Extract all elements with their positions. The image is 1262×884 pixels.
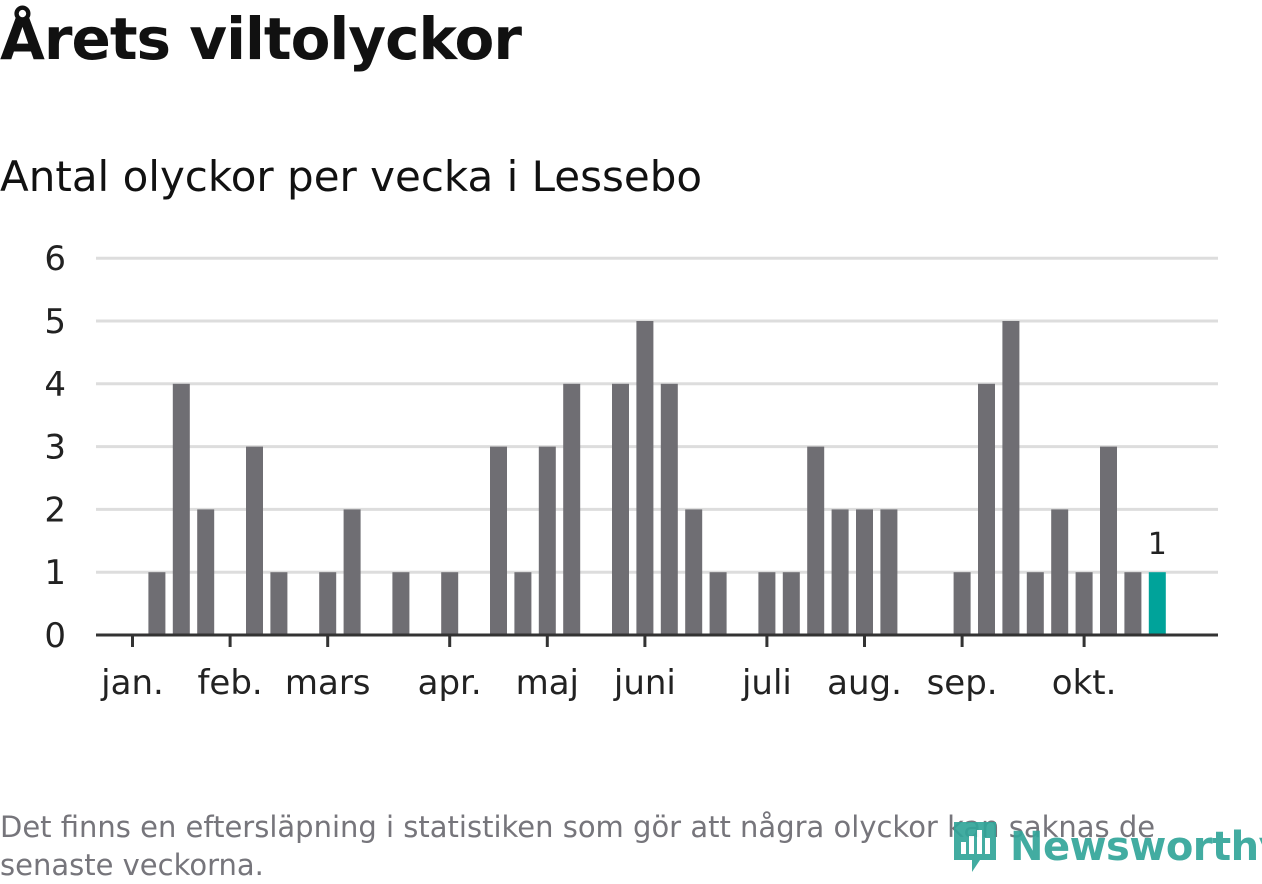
bar-week-19 — [563, 383, 581, 635]
y-tick-label: 5 — [44, 302, 66, 342]
y-tick-label: 2 — [44, 490, 66, 530]
x-tick-label-aug: aug. — [827, 663, 902, 703]
gridlines — [96, 256, 1218, 574]
bar-week-35 — [953, 572, 971, 635]
bar-week-30 — [831, 509, 849, 635]
bar-week-37 — [1002, 321, 1020, 635]
x-tick-label-jan: jan. — [100, 663, 164, 703]
x-tick-label-mars: mars — [285, 663, 371, 703]
bar-week-41 — [1100, 446, 1117, 635]
x-tick-label-juni: juni — [613, 663, 676, 703]
bar-week-10 — [343, 509, 361, 635]
bar-week-2 — [148, 572, 166, 635]
y-axis-ticks: 0 1 2 3 4 5 6 — [44, 239, 66, 656]
y-tick-label: 3 — [44, 428, 66, 468]
bar-week-7 — [270, 572, 288, 635]
bar-week-23 — [660, 383, 678, 635]
x-tick-label-maj: maj — [516, 663, 579, 703]
x-tick-label-feb: feb. — [197, 663, 262, 703]
bar-week-4 — [197, 509, 215, 635]
bar-week-27 — [758, 572, 776, 635]
bar-week-40 — [1075, 572, 1093, 635]
bar-week-17 — [514, 572, 532, 635]
bar-chart-speech-icon — [954, 822, 996, 872]
bar-week-22 — [636, 321, 654, 635]
bar-week-16 — [490, 446, 507, 635]
bar-week-9 — [319, 572, 337, 635]
y-tick-label: 6 — [44, 239, 66, 279]
data-label-highlight: 1 — [1148, 527, 1167, 562]
y-tick-label: 0 — [44, 616, 66, 656]
bars — [148, 321, 1166, 635]
bar-week-42 — [1124, 572, 1142, 635]
newsworthy-logo: Newsworthy — [950, 818, 1262, 876]
bar-week-38 — [1026, 572, 1044, 635]
bar-week-3 — [172, 383, 190, 635]
bar-week-6 — [246, 446, 263, 635]
x-tick-label-sep: sep. — [927, 663, 998, 703]
bar-week-32 — [880, 509, 898, 635]
chart-title: Årets viltolyckor — [0, 5, 522, 73]
x-tick-label-juli: juli — [741, 663, 792, 703]
data-labels: 1 — [1148, 527, 1167, 562]
bar-week-18 — [538, 446, 556, 635]
bar-week-29 — [807, 446, 825, 635]
chart-subtitle: Antal olyckor per vecka i Lessebo — [0, 152, 703, 201]
bar-week-28 — [782, 572, 800, 635]
bar-week-36 — [978, 383, 995, 635]
bar-week-21 — [612, 383, 629, 635]
x-tick-label-okt: okt. — [1052, 663, 1117, 703]
bar-week-12 — [392, 572, 410, 635]
bar-week-24 — [685, 509, 703, 635]
x-axis-ticks: jan. feb. mars apr. maj juni juli aug. sep. okt. — [100, 635, 1116, 703]
bar-week-14 — [441, 572, 459, 635]
bar-week-31 — [856, 509, 873, 635]
y-tick-label: 4 — [44, 365, 66, 405]
bar-highlight-week-43 — [1148, 572, 1166, 635]
bar-week-25 — [709, 572, 727, 635]
logo-text: Newsworthy — [1010, 824, 1262, 870]
y-tick-label: 1 — [44, 553, 66, 593]
x-tick-label-apr: apr. — [418, 663, 482, 703]
bar-week-39 — [1051, 509, 1069, 635]
